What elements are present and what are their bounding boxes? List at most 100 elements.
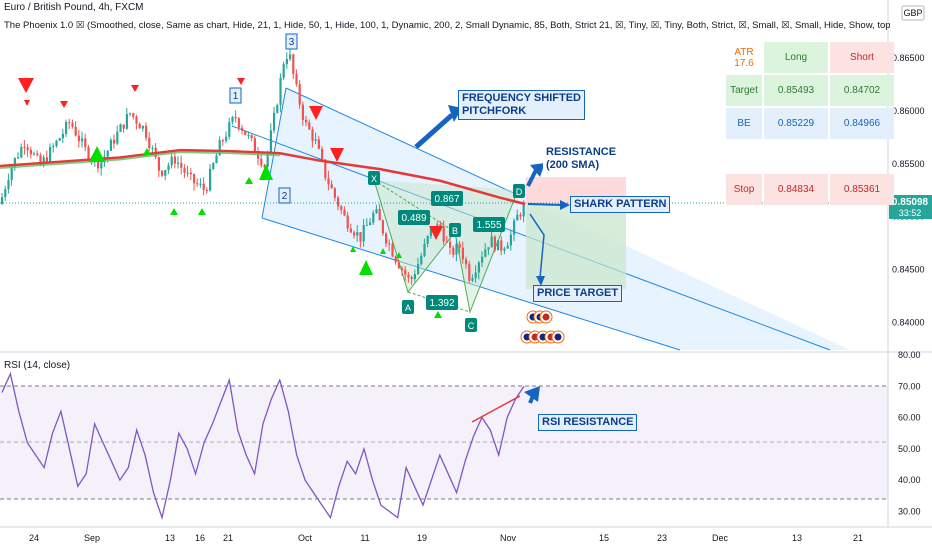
rsi-title[interactable]: RSI (14, close) [4, 360, 71, 371]
sell-signal-triangle [429, 226, 443, 240]
rsi-resistance-annotation[interactable]: RSI RESISTANCE [538, 414, 638, 431]
indicator-legend[interactable]: The Phoenix 1.0 ☒ (Smoothed, close, Same… [4, 20, 890, 31]
candle-body [516, 214, 519, 221]
candle-body [148, 137, 151, 149]
shark-pattern-annotation[interactable]: SHARK PATTERN [570, 196, 671, 213]
target-label: Target [726, 75, 762, 106]
candle-body [279, 77, 282, 106]
sell-signal-small [60, 101, 68, 108]
candle-body [273, 112, 276, 131]
candle-body [164, 170, 167, 176]
signal-markers [18, 78, 443, 318]
be-long: 0.85229 [764, 108, 828, 139]
candle-body [132, 113, 135, 117]
candle-body [138, 123, 141, 129]
candle-body [413, 274, 416, 279]
candle-body [87, 147, 90, 160]
currency-badge-box[interactable] [901, 5, 925, 21]
candle-body [500, 240, 503, 251]
candle-body [276, 105, 279, 113]
candle-body [445, 241, 448, 243]
candle-body [42, 157, 45, 165]
candle-body [81, 138, 84, 142]
candle-body [308, 122, 311, 130]
candle-body [263, 165, 266, 167]
candle-body [186, 172, 189, 174]
price-tick: 0.84500 [892, 265, 925, 275]
candle-body [372, 212, 375, 223]
candle-body [503, 248, 506, 251]
candle-body [461, 247, 464, 260]
candle-body [125, 114, 128, 129]
candle-body [497, 240, 500, 251]
candle-body [71, 122, 74, 127]
trade-levels-table: ATR 17.6 Long Short Target 0.85493 0.847… [724, 40, 896, 207]
candle-body [375, 209, 378, 213]
be-label: BE [726, 108, 762, 139]
candle-body [145, 125, 148, 138]
candle-body [113, 139, 116, 144]
atr-label: ATR [734, 46, 754, 58]
point-a: A [405, 303, 411, 313]
currency-badge: GBP [903, 8, 922, 18]
candle-body [410, 277, 413, 279]
price-tick: 0.85500 [892, 159, 925, 169]
bar-countdown: 33:52 [899, 208, 922, 218]
rsi-tick: 40.00 [898, 475, 921, 485]
short-header: Short [830, 42, 894, 73]
candle-body [221, 140, 224, 142]
candle-body [209, 168, 212, 191]
candle-body [231, 117, 234, 123]
candle-body [282, 64, 285, 78]
candle-body [519, 214, 522, 217]
candle-body [426, 236, 429, 244]
candle-body [394, 256, 397, 263]
target-long: 0.85493 [764, 75, 828, 106]
candle-body [157, 157, 160, 171]
candle-body [100, 162, 103, 169]
pitchfork-annotation[interactable]: FREQUENCY SHIFTED PITCHFORK [458, 90, 585, 120]
candle-body [109, 139, 112, 151]
time-tick: 13 [165, 533, 175, 543]
candle-body [353, 232, 356, 236]
candle-body [225, 136, 228, 141]
candle-body [330, 184, 333, 189]
candle-body [10, 167, 13, 181]
candle-body [522, 204, 525, 217]
price-tick: 0.86000 [892, 106, 925, 116]
time-tick: Sep [84, 533, 100, 543]
candle-body [247, 134, 250, 136]
candle-body [298, 84, 301, 105]
symbol-title[interactable]: Euro / British Pound, 4h, FXCM [4, 2, 144, 13]
sell-signal-small [24, 100, 30, 106]
time-tick: 16 [195, 533, 205, 543]
candle-body [45, 157, 48, 162]
candle-body [260, 158, 263, 166]
price-target-annotation[interactable]: PRICE TARGET [533, 285, 623, 302]
candle-body [365, 224, 368, 226]
sell-signal-triangle [18, 78, 34, 93]
candle-body [513, 220, 516, 235]
candle-body [407, 274, 410, 278]
candle-body [442, 226, 445, 242]
candle-body [292, 54, 295, 74]
candle-body [218, 140, 221, 156]
time-tick: 11 [360, 533, 369, 543]
rsi-tick: 80.00 [898, 350, 921, 360]
buy-signal-triangle [89, 146, 105, 162]
wave-label-2: 2 [282, 191, 288, 202]
candle-body [180, 162, 183, 168]
point-x: X [371, 174, 377, 184]
candle-body [26, 147, 29, 150]
candle-body [289, 54, 292, 60]
candle-body [333, 188, 336, 198]
point-b: B [452, 226, 458, 236]
ratio-xcd: 1.555 [476, 220, 501, 231]
candle-body [385, 233, 388, 244]
time-tick: 24 [29, 533, 39, 543]
resistance-annotation[interactable]: RESISTANCE (200 SMA) [543, 145, 620, 173]
candle-body [471, 278, 474, 281]
buy-signal-small [396, 252, 402, 258]
